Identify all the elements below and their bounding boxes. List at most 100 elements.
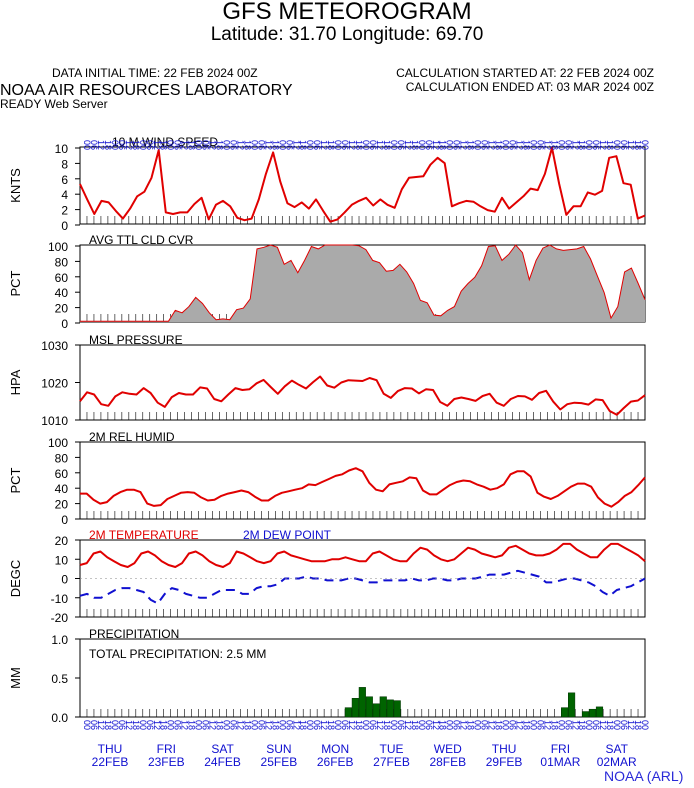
hour-label-top: 18 — [354, 140, 364, 150]
y-tick-label: 6 — [61, 173, 68, 187]
hour-label-bottom: 18 — [577, 720, 587, 730]
y-tick-label: 10 — [55, 142, 69, 156]
y-tick-label: 2 — [61, 204, 68, 218]
hour-label-bottom: 00 — [361, 720, 371, 730]
hour-label-top: 12 — [403, 140, 413, 150]
hour-label-top: 00 — [640, 140, 650, 150]
hour-label-bottom: 06 — [284, 720, 294, 730]
precip-bar — [351, 698, 359, 718]
day-of-week-label: WED — [434, 742, 462, 756]
hour-label-bottom: 18 — [354, 720, 364, 730]
hour-label-bottom: 00 — [110, 720, 120, 730]
panel-title: AVG TTL CLD CVR — [89, 233, 194, 247]
panel-title: PRECIPITATION — [89, 627, 179, 641]
y-tick-label: 0.5 — [51, 672, 68, 686]
hour-label-bottom: 00 — [473, 720, 483, 730]
hour-label-top: 12 — [291, 140, 301, 150]
precip-bar — [358, 687, 366, 718]
calculation-start-time: CALCULATION STARTED AT: 22 FEB 2024 00Z — [396, 66, 654, 80]
panel-title: 10 M WIND SPEED — [112, 135, 218, 149]
hour-label-top: 12 — [375, 140, 385, 150]
hour-label-bottom: 00 — [556, 720, 566, 730]
hour-label-bottom: 06 — [145, 720, 155, 730]
hour-label-bottom: 06 — [340, 720, 350, 730]
hour-label-top: 18 — [382, 140, 392, 150]
y-tick-label: 100 — [48, 240, 68, 254]
cloud-cover-line — [80, 244, 646, 322]
hour-label-top: 06 — [563, 140, 573, 150]
hour-label-top: 00 — [138, 140, 148, 150]
hour-label-top: 12 — [487, 140, 497, 150]
hour-label-bottom: 00 — [138, 720, 148, 730]
y-tick-label: 40 — [55, 286, 69, 300]
hour-label-top: 18 — [298, 140, 308, 150]
precip-bar — [581, 711, 590, 718]
hour-label-top: 06 — [396, 140, 406, 150]
hour-label-top: 12 — [431, 140, 441, 150]
y-tick-label: -20 — [51, 611, 69, 625]
cloud-cover-area — [80, 245, 645, 322]
hour-label-top: 06 — [424, 140, 434, 150]
y-tick-label: 4 — [61, 188, 68, 202]
hour-label-bottom: 06 — [452, 720, 462, 730]
hour-label-top: 06 — [284, 140, 294, 150]
date-label: 26FEB — [317, 755, 354, 769]
hour-label-bottom: 12 — [570, 720, 580, 730]
hour-label-top: 00 — [389, 140, 399, 150]
hour-label-bottom: 12 — [319, 720, 329, 730]
hour-label-top: 06 — [368, 140, 378, 150]
hour-label-bottom: 06 — [312, 720, 322, 730]
series-line — [79, 542, 646, 568]
panel-title-2: 2M DEW POINT — [243, 528, 332, 542]
hour-label-top: 00 — [501, 140, 511, 150]
hour-label-top: 18 — [410, 140, 420, 150]
y-tick-label: 40 — [55, 482, 69, 496]
hour-label-top: 12 — [180, 140, 190, 150]
y-tick-label: 0.0 — [51, 711, 68, 725]
y-tick-label: 60 — [55, 271, 69, 285]
hour-label-top: 00 — [445, 140, 455, 150]
hour-label-bottom: 12 — [514, 720, 524, 730]
hour-label-bottom: 06 — [117, 720, 127, 730]
hour-label-top: 12 — [514, 140, 524, 150]
precip-bar — [344, 707, 352, 718]
hour-label-bottom: 18 — [103, 720, 113, 730]
hour-label-bottom: 18 — [215, 720, 225, 730]
hour-label-bottom: 06 — [201, 720, 211, 730]
hour-label-bottom: 12 — [152, 720, 162, 730]
hour-label-top: 12 — [542, 140, 552, 150]
data-initial-time: DATA INITIAL TIME: 22 FEB 2024 00Z — [52, 66, 258, 80]
hour-label-top: 12 — [96, 140, 106, 150]
hour-label-bottom: 18 — [298, 720, 308, 730]
hour-label-top: 00 — [528, 140, 538, 150]
hour-label-top: 06 — [173, 140, 183, 150]
hour-label-bottom: 00 — [501, 720, 511, 730]
day-of-week-label: TUE — [380, 742, 404, 756]
date-label: 02MAR — [597, 755, 637, 769]
date-label: 23FEB — [148, 755, 185, 769]
hour-label-bottom: 18 — [382, 720, 392, 730]
panel-frame — [79, 441, 646, 520]
hour-label-top: 18 — [103, 140, 113, 150]
hour-label-bottom: 12 — [208, 720, 218, 730]
hour-label-top: 18 — [577, 140, 587, 150]
hour-label-bottom: 00 — [82, 720, 92, 730]
hour-label-top: 00 — [194, 140, 204, 150]
precip-bar — [393, 700, 401, 718]
hour-label-bottom: 12 — [235, 720, 245, 730]
hour-label-bottom: 18 — [438, 720, 448, 730]
hour-label-top: 06 — [145, 140, 155, 150]
hour-label-bottom: 06 — [89, 720, 99, 730]
y-tick-label: 20 — [55, 498, 69, 512]
hour-label-bottom: 00 — [249, 720, 259, 730]
date-label: 29FEB — [486, 755, 523, 769]
hour-label-top: 06 — [117, 140, 127, 150]
date-label: 28FEB — [429, 755, 466, 769]
hour-label-top: 06 — [312, 140, 322, 150]
precip-bar — [386, 699, 394, 718]
noaa-credit: NOAA (ARL) — [604, 768, 684, 784]
y-tick-label: 8 — [61, 157, 68, 171]
hour-label-top: 06 — [452, 140, 462, 150]
hour-label-bottom: 06 — [424, 720, 434, 730]
